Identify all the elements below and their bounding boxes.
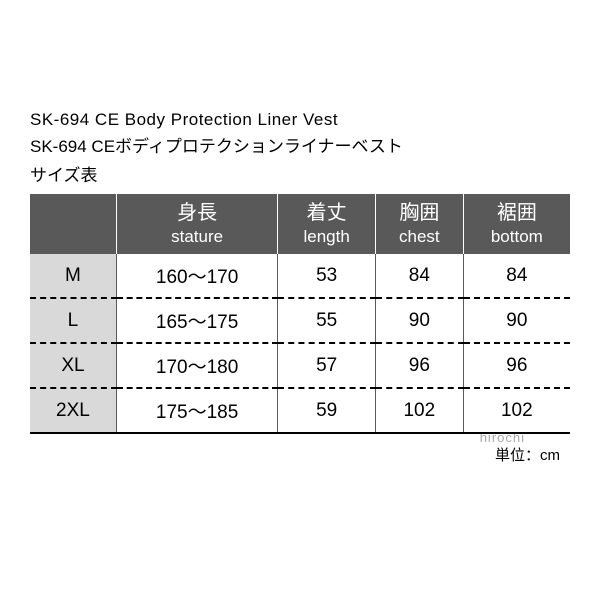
product-title-en: SK-694 CE Body Protection Liner Vest [30, 110, 570, 130]
table-row: XL 170～180 57 96 96 [30, 343, 570, 388]
cell-size: L [30, 298, 116, 343]
cell-length: 55 [278, 298, 376, 343]
header-bottom-en: bottom [468, 226, 566, 248]
watermark: hirochi [480, 430, 525, 445]
header-bottom: 裾囲 bottom [463, 194, 570, 254]
size-chart-label: サイズ表 [30, 161, 570, 186]
header-chest-jp: 胸囲 [380, 200, 459, 226]
table-header-row: 身長 stature 着丈 length 胸囲 chest 裾囲 bottom [30, 194, 570, 254]
header-length-jp: 着丈 [282, 200, 371, 226]
cell-stature: 160～170 [116, 254, 277, 298]
cell-chest: 84 [376, 254, 464, 298]
header-chest: 胸囲 chest [376, 194, 464, 254]
header-stature-en: stature [121, 226, 273, 248]
cell-bottom: 84 [463, 254, 570, 298]
cell-length: 57 [278, 343, 376, 388]
unit-label: 単位：cm [30, 444, 570, 465]
table-row: 2XL 175～185 59 102 102 [30, 388, 570, 433]
cell-stature: 175～185 [116, 388, 277, 433]
product-title-jp: SK-694 CEボディプロテクションライナーベスト [30, 132, 570, 157]
cell-size: XL [30, 343, 116, 388]
header-chest-en: chest [380, 226, 459, 248]
cell-bottom: 90 [463, 298, 570, 343]
header-size [30, 194, 116, 254]
cell-bottom: 96 [463, 343, 570, 388]
cell-size: M [30, 254, 116, 298]
cell-chest: 102 [376, 388, 464, 433]
cell-stature: 170～180 [116, 343, 277, 388]
table-row: M 160～170 53 84 84 [30, 254, 570, 298]
cell-chest: 90 [376, 298, 464, 343]
header-bottom-jp: 裾囲 [468, 200, 566, 226]
cell-length: 53 [278, 254, 376, 298]
header-stature: 身長 stature [116, 194, 277, 254]
size-table: 身長 stature 着丈 length 胸囲 chest 裾囲 bottom [30, 194, 570, 434]
cell-stature: 165～175 [116, 298, 277, 343]
cell-size: 2XL [30, 388, 116, 433]
header-stature-jp: 身長 [121, 200, 273, 226]
cell-bottom: 102 [463, 388, 570, 433]
table-row: L 165～175 55 90 90 [30, 298, 570, 343]
header-length-en: length [282, 226, 371, 248]
cell-length: 59 [278, 388, 376, 433]
cell-chest: 96 [376, 343, 464, 388]
header-length: 着丈 length [278, 194, 376, 254]
